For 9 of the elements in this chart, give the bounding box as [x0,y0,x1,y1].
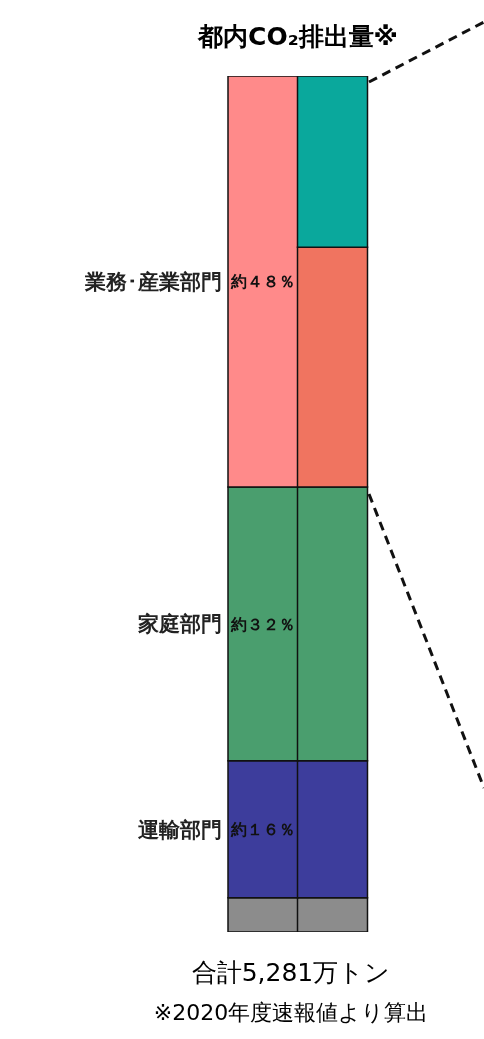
series-label: 運輸部門 [138,817,222,842]
text: 合計5,281万トン [190,957,392,989]
series-label: 家庭部門 [137,612,222,637]
text: ※2020年度速報値より算出 [152,999,430,1027]
data-label: 約４８％ [230,272,295,292]
data-label: 約３２％ [230,614,295,634]
chart-title: 都内CO₂排出量※ [196,21,399,53]
data-label: 約１６％ [230,819,295,839]
series-label: 業務･産業部門 [84,269,222,294]
